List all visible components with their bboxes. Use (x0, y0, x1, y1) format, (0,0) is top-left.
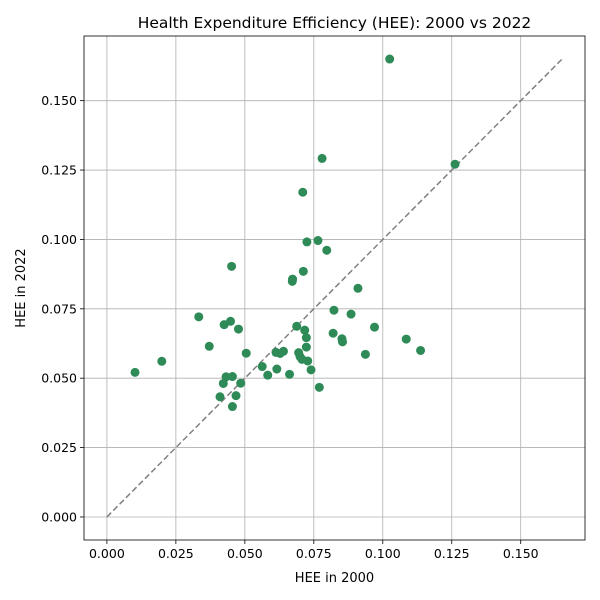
x-tick-label: 0.150 (503, 546, 539, 561)
data-point (301, 342, 311, 352)
data-point (288, 274, 298, 284)
data-point (278, 346, 288, 356)
data-point (231, 391, 241, 401)
ticks-layer: 0.000 0.025 0.050 0.075 0.100 0.125 0.150 0.000… (41, 93, 538, 561)
data-point (233, 324, 243, 334)
data-point (272, 364, 282, 374)
data-point (338, 337, 348, 347)
data-point (204, 341, 214, 351)
x-axis-label: HEE in 2000 (295, 571, 374, 586)
data-point (227, 372, 237, 382)
data-point (328, 328, 338, 338)
data-point (317, 153, 327, 163)
data-point (227, 261, 237, 271)
x-tick-label: 0.000 (89, 546, 125, 561)
plot-frame (83, 35, 586, 541)
data-point (360, 349, 370, 359)
data-point (130, 367, 140, 377)
y-tick-label: 0.100 (41, 232, 77, 247)
points-layer (130, 54, 460, 412)
x-tick-label: 0.125 (434, 546, 470, 561)
data-point (194, 312, 204, 322)
data-point (302, 237, 312, 247)
x-tick-label: 0.075 (296, 546, 332, 561)
data-point (306, 365, 316, 375)
data-point (298, 187, 308, 197)
data-point (314, 382, 324, 392)
data-point (285, 369, 295, 379)
data-point (416, 345, 426, 355)
data-point (221, 372, 231, 382)
data-point (225, 316, 235, 326)
x-tick-label: 0.050 (227, 546, 263, 561)
data-point (292, 321, 302, 331)
data-point (241, 348, 251, 358)
chart-title: Health Expenditure Efficiency (HEE): 200… (138, 14, 532, 32)
y-axis-label: HEE in 2022 (14, 248, 29, 327)
data-point (450, 159, 460, 169)
data-point (401, 334, 411, 344)
data-point (227, 402, 237, 412)
data-point (322, 245, 332, 255)
data-point (385, 54, 395, 64)
x-tick-label: 0.025 (158, 546, 194, 561)
y-tick-label: 0.050 (41, 371, 77, 386)
data-point (236, 378, 246, 388)
y-tick-label: 0.075 (41, 301, 77, 316)
x-tick-label: 0.100 (365, 546, 401, 561)
data-point (370, 322, 380, 332)
data-point (313, 236, 323, 246)
data-point (303, 356, 313, 366)
y-tick-label: 0.125 (41, 163, 77, 178)
y-tick-label: 0.150 (41, 93, 77, 108)
y-tick-label: 0.000 (41, 509, 77, 524)
y-tick-label: 0.025 (41, 440, 77, 455)
data-point (263, 370, 273, 380)
data-point (346, 309, 356, 319)
data-point (329, 305, 339, 315)
data-point (157, 356, 167, 366)
data-point (353, 283, 363, 293)
data-point (298, 266, 308, 276)
data-point (257, 362, 267, 372)
data-point (300, 325, 310, 335)
data-point (301, 333, 311, 343)
grid-layer (84, 36, 585, 540)
data-point (215, 392, 225, 402)
